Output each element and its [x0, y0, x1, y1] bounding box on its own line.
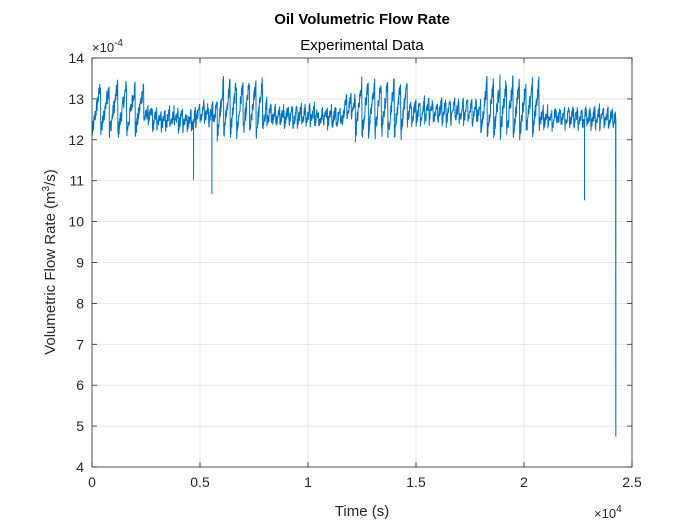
y-tick-label: 6 [76, 377, 84, 393]
series-group [91, 74, 617, 437]
x-tick-label: 0.5 [190, 474, 210, 490]
y-tick-label: 9 [76, 255, 84, 271]
y-axis-label-superscript: 3 [41, 185, 52, 191]
series-line-oil-flow [91, 74, 617, 437]
y-axis-label: Volumetric Flow Rate (m3/s) [41, 169, 59, 355]
y-tick-label: 5 [76, 418, 84, 434]
x-exponent-label: ×104 [594, 504, 622, 521]
x-tick-label: 1.5 [406, 474, 426, 490]
y-exponent-base: ×10 [92, 40, 114, 55]
x-axis-label: Time (s) [335, 503, 389, 520]
x-tick-label: 0 [88, 474, 96, 490]
y-tick-label: 13 [68, 91, 84, 107]
axis-ticks [91, 57, 633, 468]
x-tick-label: 2.5 [622, 474, 642, 490]
y-tick-label: 8 [76, 295, 84, 311]
x-exponent-power: 4 [616, 504, 622, 515]
x-tick-label: 1 [304, 474, 312, 490]
y-axis-label-end: /s) [42, 169, 59, 186]
y-tick-label: 7 [76, 336, 84, 352]
x-tick-label: 2 [520, 474, 528, 490]
y-axis-label-main: Volumetric Flow Rate (m [42, 191, 59, 354]
y-tick-label: 11 [69, 173, 84, 189]
chart-subtitle: Experimental Data [300, 37, 424, 54]
x-exponent-base: ×10 [594, 506, 616, 521]
x-tick-labels: 0 0.5 1 1.5 2 2.5 [88, 474, 642, 490]
y-exponent-label: ×10-4 [92, 38, 123, 55]
y-tick-label: 4 [76, 459, 84, 475]
y-tick-label: 10 [68, 214, 84, 230]
y-tick-label: 14 [68, 50, 84, 66]
y-exponent-power: -4 [114, 38, 123, 49]
grid-lines [92, 58, 632, 467]
y-tick-labels: 4 5 6 7 8 9 10 11 12 13 14 [68, 50, 84, 475]
chart-title: Oil Volumetric Flow Rate [274, 11, 450, 28]
y-tick-label: 12 [68, 132, 84, 148]
